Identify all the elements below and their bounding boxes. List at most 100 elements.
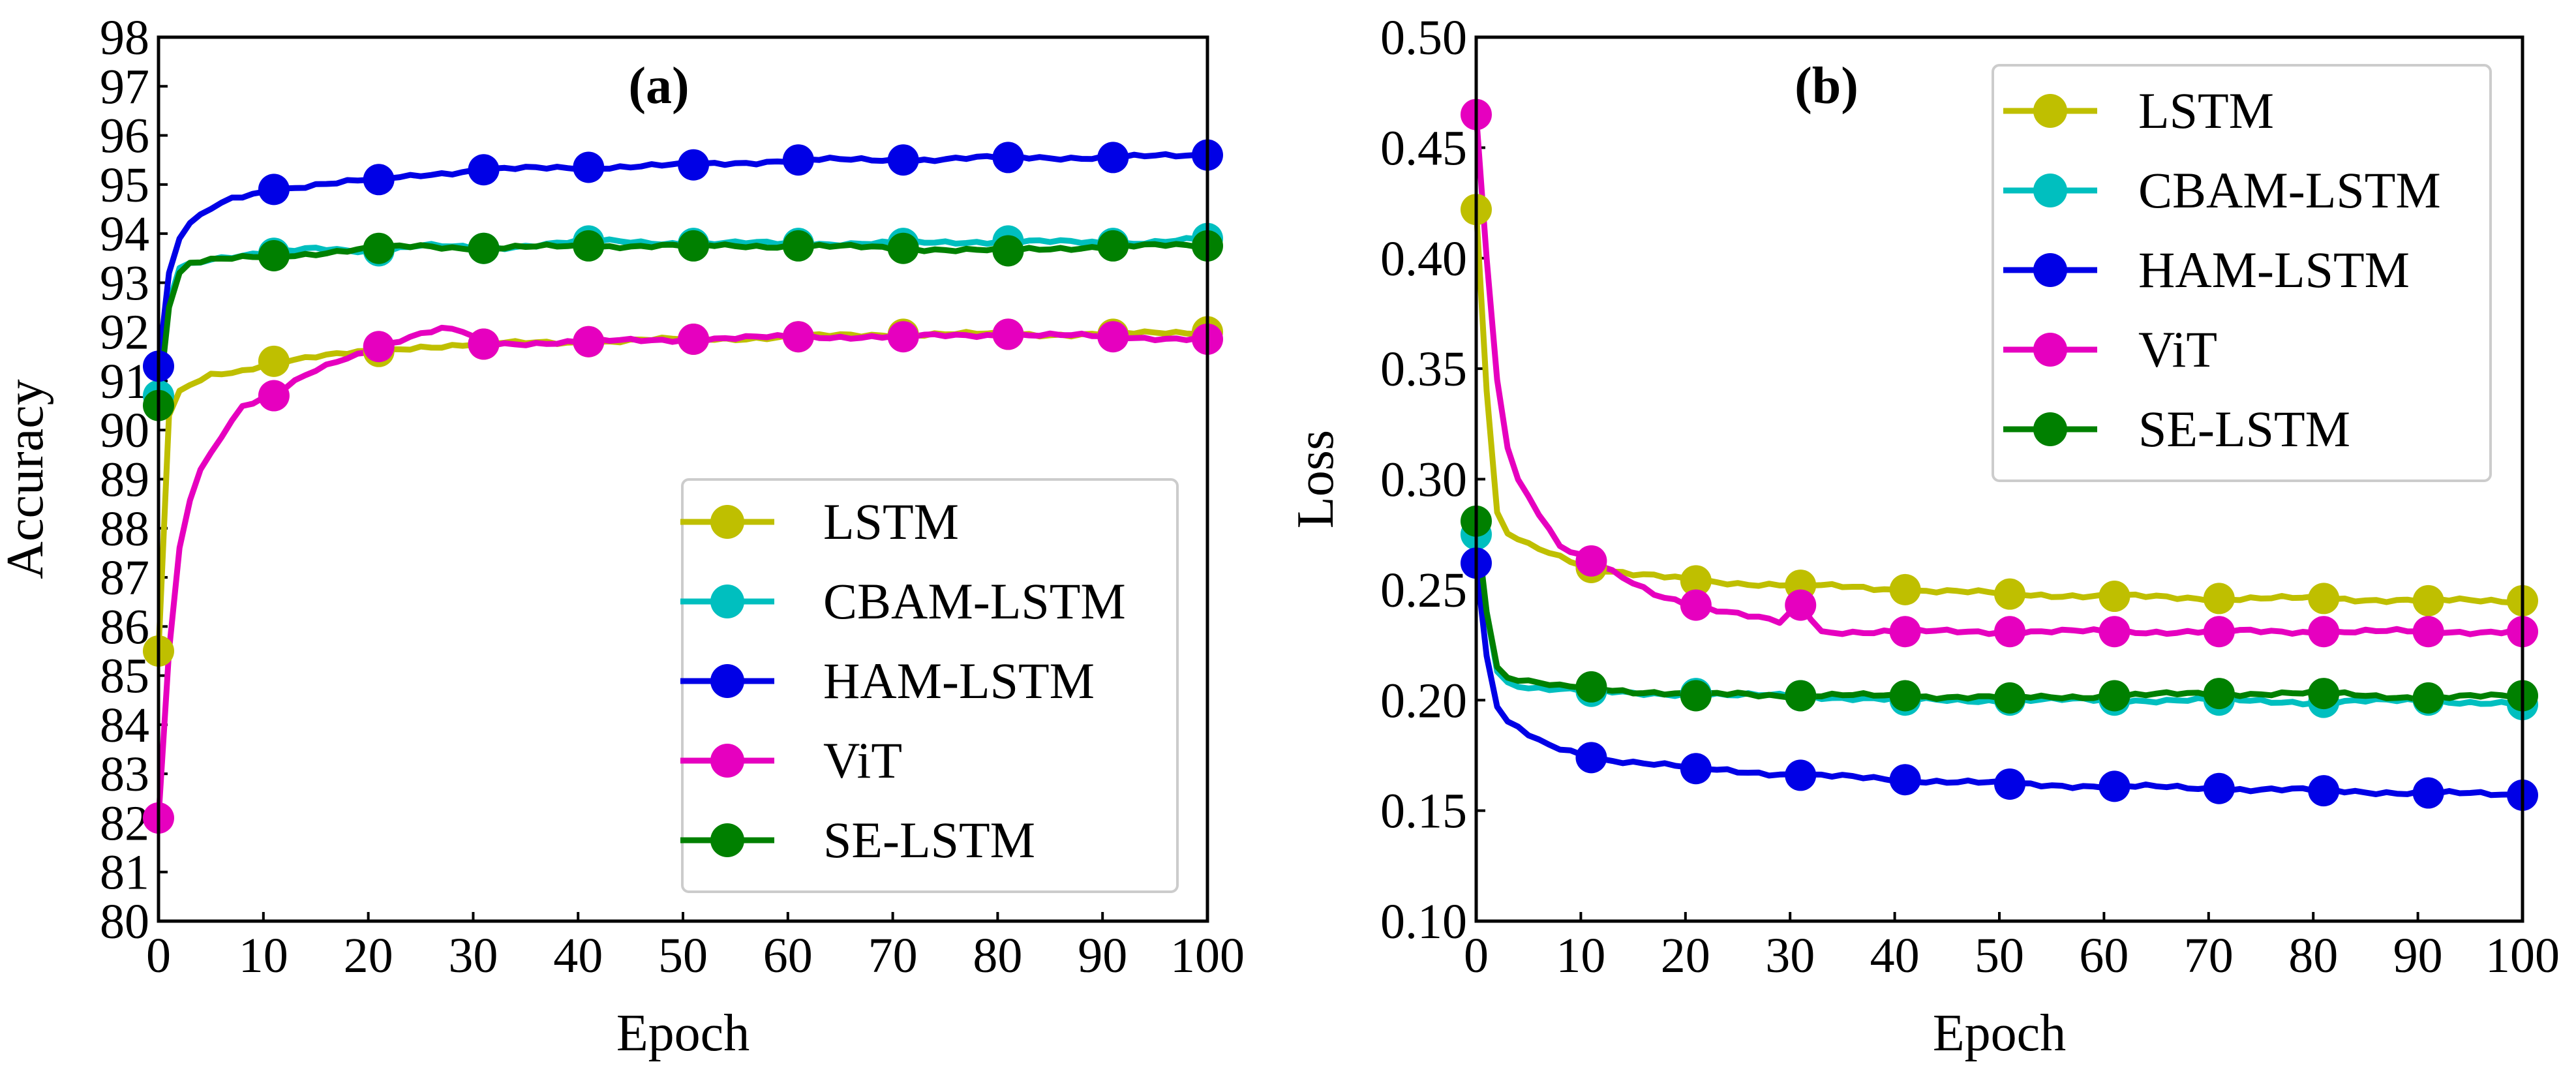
a-y-tick-label: 95 (100, 158, 149, 213)
b-marker-se-lstm (1889, 680, 1921, 712)
a-marker-se-lstm (1097, 230, 1129, 262)
a-legend-label-vit: ViT (823, 732, 902, 789)
a-x-tick-label: 50 (658, 928, 708, 983)
a-x-tick-label: 20 (344, 928, 393, 983)
a-marker-se-lstm (887, 232, 919, 264)
b-marker-vit (2203, 616, 2235, 648)
b-plot-frame (1474, 35, 2524, 923)
b-marker-ham-lstm (1575, 742, 1607, 774)
a-marker-vit (992, 318, 1024, 350)
b-legend-label-se-lstm: SE-LSTM (2138, 401, 2350, 457)
b-marker-ham-lstm (1889, 764, 1921, 796)
a-marker-se-lstm (992, 235, 1024, 267)
a-y-tick-label: 87 (100, 551, 149, 605)
a-x-tick-label: 70 (868, 928, 918, 983)
b-x-tick-label: 80 (2288, 928, 2338, 983)
a-y-tick-label: 94 (100, 207, 149, 262)
b-marker-vit (1994, 616, 2026, 648)
a-legend-marker-lstm (710, 505, 744, 539)
a-marker-se-lstm (573, 230, 605, 262)
b-y-tick-label: 0.15 (1380, 784, 1467, 839)
b-legend-marker-cbam-lstm (2033, 174, 2067, 207)
a-y-tick-label: 81 (100, 845, 149, 900)
a-y-tick-label: 89 (100, 453, 149, 508)
a-y-tick-label: 98 (100, 10, 149, 65)
b-marker-lstm (1889, 573, 1921, 605)
b-marker-se-lstm (1575, 671, 1607, 703)
a-marker-ham-lstm (887, 144, 919, 176)
b-marker-se-lstm (1785, 680, 1817, 712)
b-marker-vit (1680, 589, 1712, 621)
a-y-tick-label: 90 (100, 403, 149, 458)
b-marker-vit (1889, 616, 1921, 648)
b-x-tick-label: 50 (1975, 928, 2024, 983)
a-marker-ham-lstm (573, 151, 605, 183)
b-marker-ham-lstm (2203, 772, 2235, 804)
b-legend-label-cbam-lstm: CBAM-LSTM (2138, 162, 2441, 219)
b-x-tick-label: 90 (2393, 928, 2443, 983)
a-x-tick-label: 40 (553, 928, 603, 983)
a-marker-ham-lstm (363, 164, 395, 196)
a-x-tick-label: 10 (239, 928, 288, 983)
b-marker-vit (1785, 589, 1817, 621)
b-y-tick-label: 0.30 (1380, 453, 1467, 508)
a-series-line-se-lstm (155, 241, 1208, 406)
b-marker-lstm (2203, 583, 2235, 615)
a-marker-se-lstm (782, 230, 814, 262)
b-marker-ham-lstm (2412, 777, 2444, 809)
a-y-tick-label: 92 (100, 305, 149, 360)
b-marker-se-lstm (2203, 678, 2235, 710)
b-marker-vit (2412, 616, 2444, 648)
a-marker-ham-lstm (678, 149, 710, 181)
b-marker-ham-lstm (1994, 768, 2026, 800)
b-marker-ham-lstm (1680, 753, 1712, 785)
a-y-tick-label: 85 (100, 649, 149, 704)
a-y-tick-label: 88 (100, 502, 149, 556)
b-marker-lstm (1994, 578, 2026, 610)
b-marker-se-lstm (1994, 682, 2026, 714)
a-legend (681, 478, 1179, 893)
b-marker-se-lstm (2099, 680, 2130, 712)
a-x-tick-label: 30 (448, 928, 498, 983)
b-marker-se-lstm (1680, 680, 1712, 712)
a-marker-se-lstm (258, 239, 290, 271)
a-legend-marker-ham-lstm (710, 664, 744, 698)
b-marker-lstm (2412, 585, 2444, 616)
a-legend-label-se-lstm: SE-LSTM (823, 812, 1035, 868)
a-marker-vit (258, 380, 290, 412)
a-marker-vit (363, 331, 395, 363)
b-y-tick-label: 0.25 (1380, 563, 1467, 618)
a-marker-vit (678, 323, 710, 355)
b-marker-ham-lstm (1785, 759, 1817, 791)
b-legend-marker-lstm (2033, 94, 2067, 128)
b-legend-label-lstm: LSTM (2138, 82, 2274, 139)
a-x-tick-label: 80 (973, 928, 1022, 983)
b-y-tick-label: 0.40 (1380, 232, 1467, 286)
b-marker-se-lstm (2308, 678, 2340, 710)
b-y-tick-label: 0.20 (1380, 673, 1467, 728)
b-marker-ham-lstm (2308, 775, 2340, 807)
a-marker-se-lstm (678, 230, 710, 262)
a-legend-marker-se-lstm (710, 823, 744, 857)
a-y-tick-label: 84 (100, 698, 149, 753)
a-y-tick-label: 97 (100, 59, 149, 114)
b-legend (1992, 64, 2492, 482)
a-legend-label-cbam-lstm: CBAM-LSTM (823, 573, 1126, 630)
b-x-tick-label: 40 (1870, 928, 1920, 983)
a-marker-vit (887, 321, 919, 353)
a-legend-marker-vit (710, 744, 744, 778)
b-y-tick-label: 0.35 (1380, 342, 1467, 397)
a-legend-label-lstm: LSTM (823, 493, 959, 550)
b-series-line-se-lstm (1473, 521, 2523, 703)
a-marker-se-lstm (363, 232, 395, 264)
a-y-tick-label: 83 (100, 747, 149, 802)
a-marker-vit (468, 328, 500, 360)
a-legend-label-ham-lstm: HAM-LSTM (823, 652, 1095, 709)
b-legend-label-vit: ViT (2138, 321, 2217, 378)
b-legend-marker-vit (2033, 333, 2067, 367)
a-marker-se-lstm (468, 232, 500, 264)
a-y-tick-label: 86 (100, 600, 149, 654)
b-x-tick-label: 20 (1661, 928, 1710, 983)
b-legend-marker-ham-lstm (2033, 253, 2067, 287)
b-y-tick-label: 0.50 (1380, 10, 1467, 65)
